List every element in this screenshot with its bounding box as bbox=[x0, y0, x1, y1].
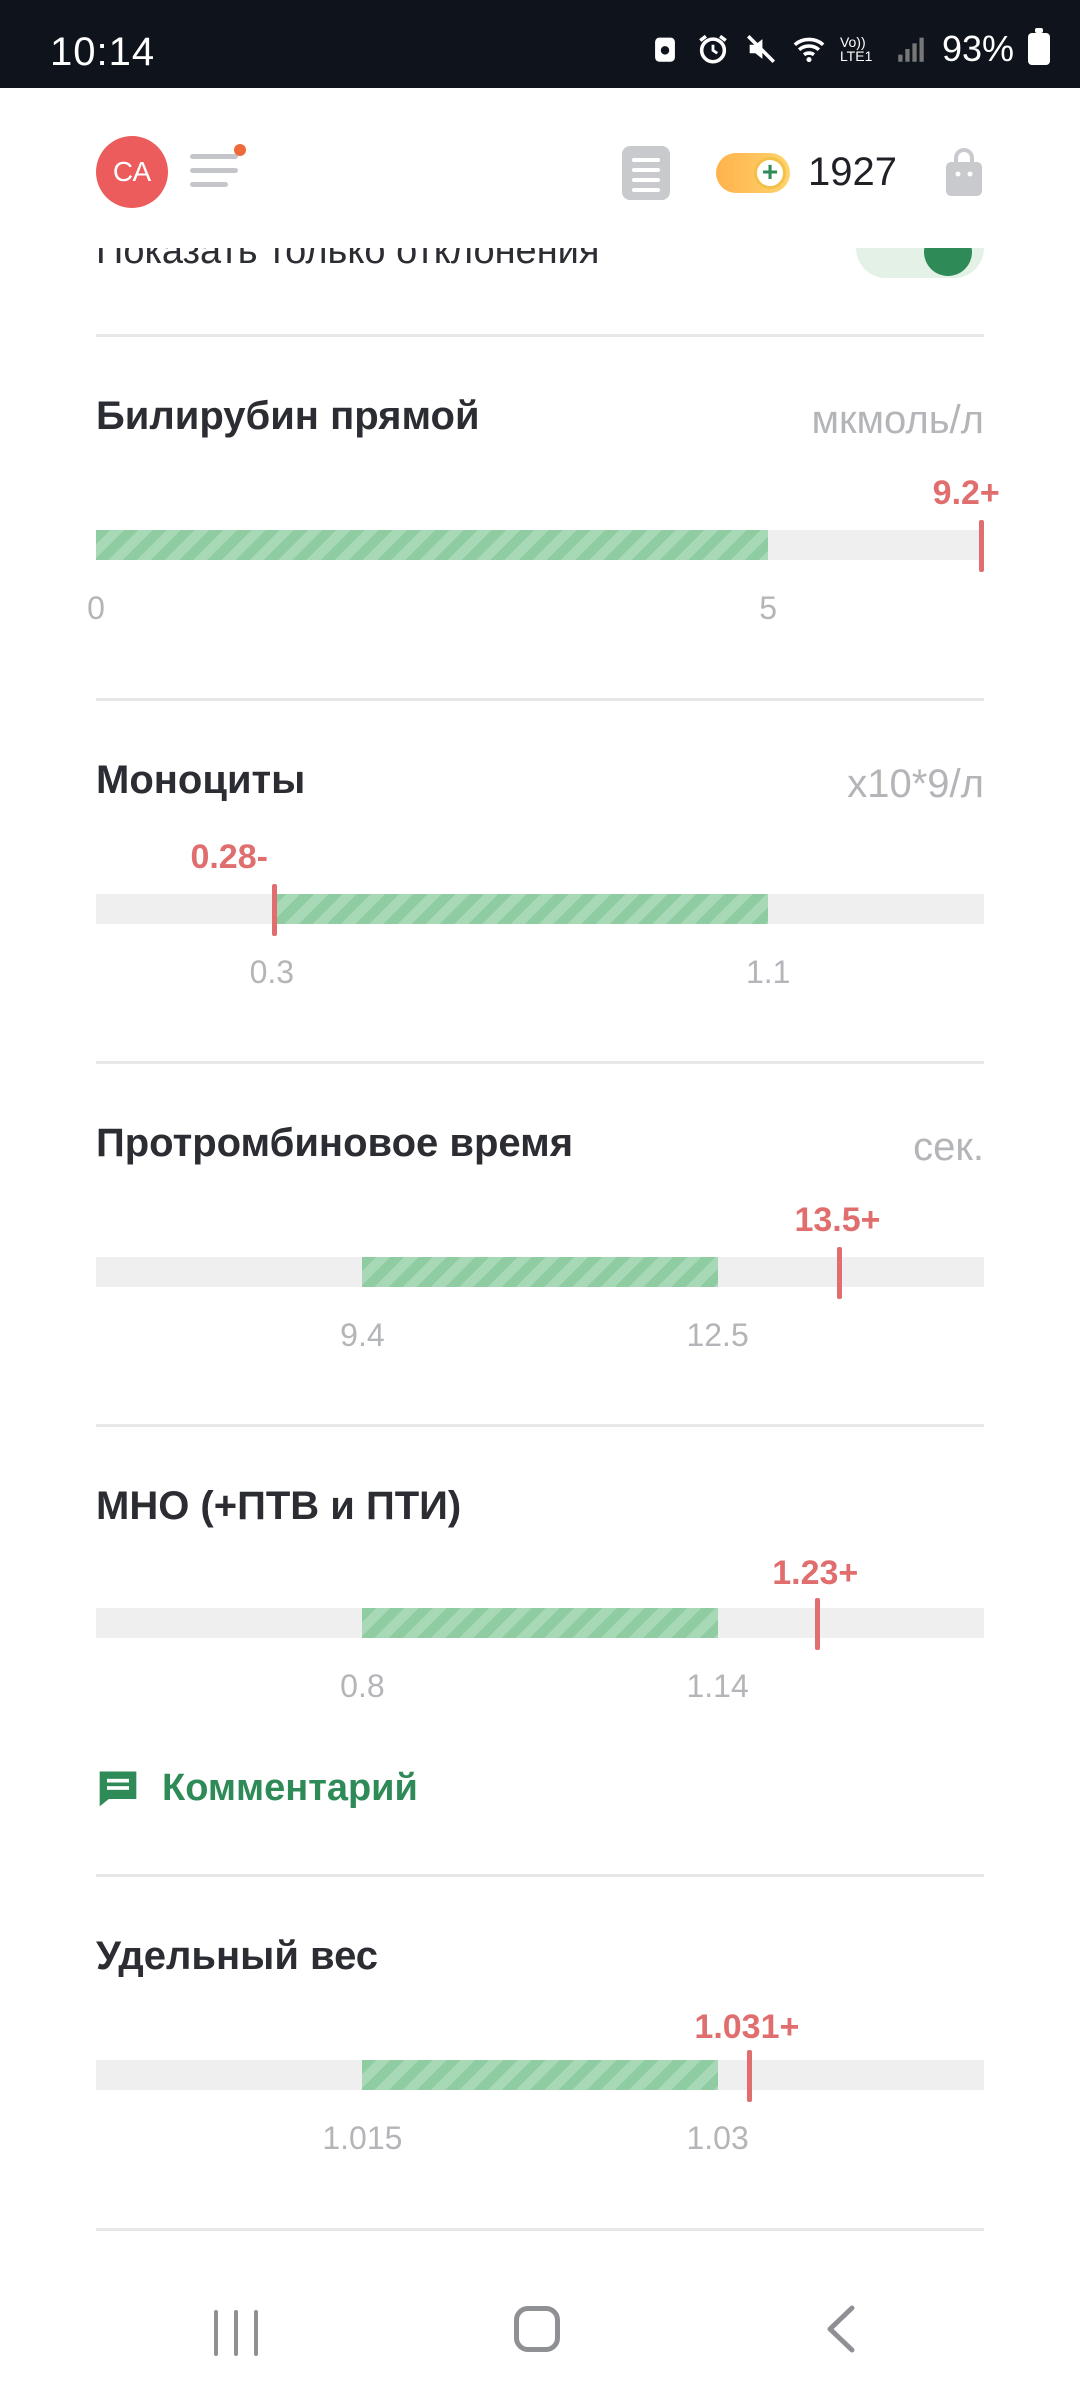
metric-unit: мкмоль/л bbox=[811, 398, 985, 442]
metric-value: 13.5+ bbox=[794, 1201, 881, 1239]
notification-dot bbox=[234, 144, 246, 156]
norm-range bbox=[96, 530, 769, 560]
value-marker bbox=[837, 1247, 843, 1299]
home-button[interactable] bbox=[514, 2306, 560, 2352]
divider bbox=[96, 334, 984, 337]
range-bar bbox=[96, 1608, 984, 1638]
deviation-filter[interactable]: Показать только отклонения bbox=[96, 248, 984, 334]
filter-label: Показать только отклонения bbox=[96, 248, 600, 272]
metric-card[interactable]: Протромбиновое время сек. 13.5+ 9.4 12.5 bbox=[96, 1121, 984, 1401]
metric-card[interactable]: Удельный вес 1.031+ 1.015 1.03 bbox=[96, 1934, 984, 2194]
back-icon[interactable] bbox=[822, 2304, 862, 2354]
metric-unit: сек. bbox=[913, 1125, 984, 1169]
metric-value: 1.031+ bbox=[694, 2008, 800, 2046]
comment-link[interactable]: Комментарий bbox=[96, 1766, 418, 1810]
list-icon bbox=[632, 158, 660, 162]
norm-max-label: 5 bbox=[759, 590, 778, 626]
value-marker bbox=[746, 2050, 752, 2102]
divider bbox=[96, 1061, 984, 1064]
norm-min-label: 9.4 bbox=[340, 1317, 385, 1353]
app-header: СА + 1927 bbox=[0, 88, 1080, 248]
norm-max-label: 1.1 bbox=[745, 954, 791, 990]
value-marker bbox=[271, 884, 277, 936]
norm-min-label: 0.8 bbox=[340, 1668, 385, 1704]
range-bar bbox=[96, 1257, 984, 1287]
status-time: 10:14 bbox=[50, 30, 156, 74]
metric-title: Протромбиновое время bbox=[96, 1121, 574, 1165]
range-bar bbox=[96, 530, 984, 560]
mute-icon bbox=[746, 34, 775, 64]
network-label: Vo)) LTE1 bbox=[839, 34, 873, 64]
metric-title: Моноциты bbox=[96, 758, 306, 802]
range-bar bbox=[96, 894, 984, 924]
divider bbox=[96, 1874, 984, 1877]
coin-count: 1927 bbox=[808, 150, 897, 194]
battery-percent: 93% bbox=[941, 28, 1014, 69]
system-nav-bar bbox=[0, 2260, 1080, 2400]
coins-balance[interactable]: + 1927 bbox=[716, 150, 897, 195]
shopping-bag-icon[interactable] bbox=[944, 148, 984, 198]
metric-title: Билирубин прямой bbox=[96, 394, 480, 438]
divider bbox=[96, 2228, 984, 2231]
divider bbox=[96, 1424, 984, 1427]
metric-value: 0.28- bbox=[190, 838, 268, 876]
norm-max-label: 1.14 bbox=[686, 1668, 749, 1704]
coin-add-icon: + bbox=[716, 152, 790, 193]
metric-card[interactable]: МНО (+ПТВ и ПТИ) 1.23+ 0.8 1.14 bbox=[96, 1484, 984, 1744]
metric-value: 9.2+ bbox=[932, 474, 1000, 512]
norm-range bbox=[362, 2060, 718, 2090]
wifi-icon bbox=[793, 37, 825, 63]
norm-range bbox=[362, 1257, 718, 1287]
metric-unit: x10*9/л bbox=[847, 762, 984, 806]
avatar[interactable]: СА bbox=[96, 136, 168, 208]
status-icons: Vo)) LTE1 93% bbox=[648, 28, 1050, 70]
recent-apps-icon bbox=[214, 2310, 218, 2356]
norm-range bbox=[362, 1608, 718, 1638]
notification-icon bbox=[655, 37, 675, 62]
comment-label: Комментарий bbox=[162, 1766, 418, 1809]
norm-min-label: 1.015 bbox=[322, 2120, 403, 2156]
metric-title: МНО (+ПТВ и ПТИ) bbox=[96, 1484, 462, 1528]
battery-icon bbox=[1028, 28, 1050, 65]
norm-min-label: 0 bbox=[87, 590, 105, 626]
value-marker bbox=[979, 520, 984, 572]
menu-button[interactable] bbox=[190, 144, 246, 194]
norm-min-label: 0.3 bbox=[249, 954, 295, 990]
deviation-toggle[interactable] bbox=[856, 248, 984, 278]
signal-icon bbox=[898, 37, 924, 62]
norm-range bbox=[271, 894, 769, 924]
status-bar: 10:14 Vo)) LTE1 93% bbox=[0, 0, 1080, 88]
divider bbox=[96, 698, 984, 701]
norm-max-label: 12.5 bbox=[686, 1317, 749, 1353]
value-marker bbox=[815, 1598, 821, 1650]
list-button[interactable] bbox=[622, 146, 670, 200]
metric-title: Удельный вес bbox=[96, 1934, 379, 1978]
comment-icon bbox=[99, 1771, 137, 1807]
menu-icon bbox=[190, 154, 238, 159]
metric-value: 1.23+ bbox=[772, 1554, 859, 1592]
metric-card[interactable]: Моноциты x10*9/л 0.28- 0.3 1.1 bbox=[96, 758, 984, 1038]
metric-card[interactable]: Билирубин прямой мкмоль/л 9.2+ 0 5 bbox=[87, 394, 1000, 674]
norm-max-label: 1.03 bbox=[686, 2120, 749, 2156]
alarm-icon bbox=[699, 34, 727, 64]
range-bar bbox=[96, 2060, 984, 2090]
recent-apps-button[interactable] bbox=[214, 2310, 260, 2356]
